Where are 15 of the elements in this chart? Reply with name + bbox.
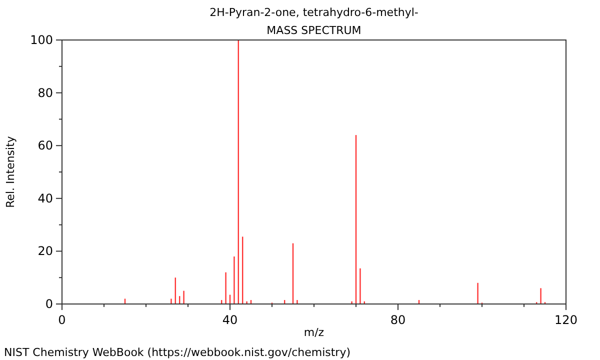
y-tick-label: 20 xyxy=(38,244,53,258)
x-tick-label: 80 xyxy=(390,313,406,327)
x-tick-label: 0 xyxy=(58,313,66,327)
x-axis-title: m/z xyxy=(304,326,324,339)
y-tick-label: 0 xyxy=(45,297,53,311)
y-tick-label: 80 xyxy=(38,86,53,100)
x-tick-label: 40 xyxy=(222,313,238,327)
x-tick-label: 120 xyxy=(554,313,578,327)
chart-title: 2H-Pyran-2-one, tetrahydro-6-methyl- xyxy=(210,6,418,19)
y-tick-label: 40 xyxy=(38,191,53,206)
y-tick-label: 100 xyxy=(30,33,53,47)
chart-subtitle: MASS SPECTRUM xyxy=(266,24,362,37)
y-axis-title: Rel. Intensity xyxy=(4,136,17,208)
text: NIST Chemistry WebBook (https://webbook.nist.gov/chemistry) xyxy=(4,346,350,359)
y-tick-label: 60 xyxy=(38,138,53,153)
